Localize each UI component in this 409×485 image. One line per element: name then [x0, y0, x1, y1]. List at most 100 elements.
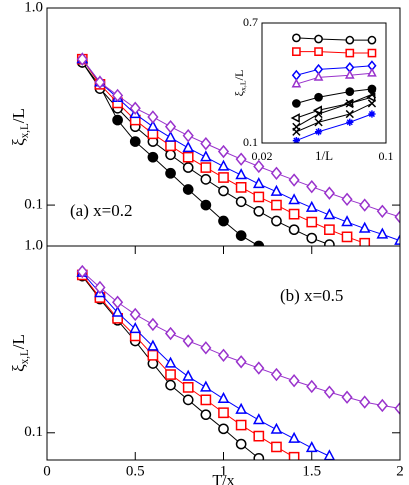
- marker: [253, 430, 265, 442]
- marker: [359, 395, 371, 409]
- marker: [200, 174, 212, 185]
- marker: [367, 35, 377, 45]
- x-tick-label: 0: [43, 463, 51, 479]
- y-label-symbol: ξ: [232, 90, 246, 96]
- marker: [367, 48, 377, 58]
- marker: [200, 394, 212, 406]
- marker: [376, 204, 388, 218]
- y-label-subscript: x,L: [238, 80, 247, 91]
- marker: [164, 326, 177, 341]
- x-tick-label: 0.02: [252, 149, 273, 163]
- marker: [305, 441, 318, 453]
- marker: [345, 99, 354, 108]
- marker: [323, 208, 336, 220]
- marker: [182, 128, 194, 143]
- marker: [218, 185, 229, 197]
- marker: [341, 231, 353, 243]
- marker: [182, 334, 194, 348]
- marker: [314, 109, 323, 119]
- marker: [345, 109, 354, 119]
- marker: [164, 130, 177, 142]
- marker: [376, 398, 388, 413]
- x-tick-label: 1.5: [302, 463, 321, 479]
- marker: [235, 419, 247, 431]
- marker: [288, 451, 300, 460]
- marker: [288, 173, 300, 187]
- marker: [129, 307, 141, 322]
- marker: [112, 88, 124, 103]
- marker: [182, 162, 194, 173]
- marker: [253, 452, 265, 460]
- marker: [182, 141, 195, 153]
- marker: [253, 159, 265, 174]
- marker: [290, 113, 300, 123]
- x-axis-label: 1/L: [315, 148, 333, 163]
- y-label-suffix: /L: [232, 70, 246, 81]
- marker: [200, 162, 212, 173]
- marker: [292, 127, 301, 136]
- marker: [306, 379, 318, 394]
- marker: [314, 128, 323, 136]
- series-line: [296, 65, 372, 76]
- x-tick-label: 1: [220, 463, 228, 479]
- y-tick-label: 0.1: [243, 135, 258, 149]
- marker: [200, 136, 212, 151]
- marker: [76, 264, 88, 279]
- marker: [218, 172, 229, 183]
- marker: [200, 341, 212, 355]
- marker: [323, 385, 335, 399]
- marker: [344, 69, 355, 79]
- y-label-subscript: x,L: [19, 123, 31, 138]
- marker: [94, 280, 106, 295]
- marker: [129, 136, 141, 147]
- marker: [200, 199, 212, 211]
- marker: [182, 382, 194, 393]
- series-line: [296, 88, 373, 104]
- marker: [288, 431, 300, 443]
- marker: [270, 422, 283, 434]
- marker: [292, 47, 301, 56]
- marker: [217, 348, 230, 362]
- inset-background: [262, 23, 386, 143]
- marker: [291, 78, 302, 88]
- annotation: (a) x=0.2: [70, 201, 132, 220]
- marker: [324, 224, 335, 236]
- marker: [323, 186, 335, 200]
- panel: 1.00.1 (a) x=0.2ξx,L/L: [9, 0, 401, 247]
- marker: [200, 409, 212, 421]
- plot-area: [290, 33, 377, 143]
- marker: [111, 305, 124, 317]
- marker: [292, 33, 301, 43]
- marker: [323, 449, 336, 460]
- marker: [164, 119, 177, 134]
- marker: [235, 196, 247, 208]
- x-axis-label: T/x: [212, 473, 234, 485]
- marker: [314, 92, 323, 102]
- marker: [270, 184, 283, 196]
- marker: [165, 379, 176, 391]
- marker: [147, 339, 159, 351]
- marker: [367, 67, 377, 77]
- marker: [200, 150, 212, 162]
- plot-area: [76, 264, 400, 460]
- marker: [217, 159, 230, 171]
- marker: [394, 401, 400, 416]
- marker: [165, 149, 176, 161]
- marker: [367, 84, 377, 94]
- marker: [182, 184, 194, 195]
- marker: [368, 110, 376, 118]
- marker: [271, 215, 282, 227]
- marker: [217, 391, 230, 404]
- y-label-symbol: ξ: [9, 364, 28, 372]
- marker: [235, 168, 247, 180]
- marker: [200, 380, 212, 392]
- marker: [270, 166, 283, 180]
- y-axis-label: ξx,L/L: [9, 334, 31, 372]
- marker: [112, 114, 123, 126]
- series-line: [296, 51, 372, 54]
- marker: [165, 369, 176, 380]
- marker: [218, 215, 229, 227]
- annotation: (b) x=0.5: [280, 286, 343, 305]
- series-line: [296, 113, 373, 142]
- marker: [218, 423, 229, 435]
